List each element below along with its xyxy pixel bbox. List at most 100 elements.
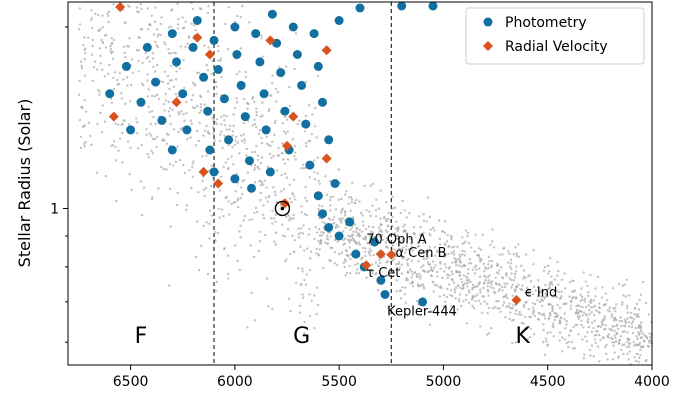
background-star-point: [444, 243, 447, 247]
background-star-point: [239, 224, 242, 227]
background-star-point: [286, 227, 290, 231]
background-star-point: [633, 356, 636, 359]
background-star-point: [268, 108, 271, 111]
background-star-point: [103, 34, 107, 37]
background-star-point: [109, 44, 112, 48]
y-axis-ticks: 1: [50, 26, 68, 343]
background-star-point: [638, 333, 641, 336]
background-star-point: [342, 261, 346, 264]
background-star-point: [639, 354, 642, 357]
background-star-point: [386, 259, 390, 263]
photometry-point: [309, 29, 319, 39]
background-star-point: [301, 293, 304, 296]
background-star-point: [551, 307, 554, 310]
background-star-point: [636, 313, 640, 316]
background-star-point: [517, 243, 520, 246]
background-star-point: [197, 139, 201, 142]
background-star-point: [84, 52, 87, 55]
background-star-point: [589, 306, 593, 309]
background-star-point: [258, 240, 262, 243]
background-star-point: [254, 206, 258, 210]
photometry-point: [380, 290, 390, 299]
background-star-point: [396, 234, 399, 237]
background-star-point: [419, 252, 422, 255]
background-star-point: [95, 171, 99, 174]
background-star-point: [475, 268, 478, 271]
background-star-point: [468, 291, 471, 294]
background-star-point: [357, 241, 360, 244]
background-star-point: [571, 279, 574, 282]
background-star-point: [305, 80, 308, 84]
background-star-point: [464, 240, 467, 243]
background-star-point: [536, 285, 540, 289]
background-star-point: [532, 333, 536, 336]
photometry-point: [172, 57, 181, 67]
background-star-point: [400, 263, 403, 266]
background-star-point: [557, 290, 561, 294]
background-star-point: [253, 319, 257, 322]
background-star-point: [626, 352, 629, 356]
photometry-point: [370, 237, 380, 247]
background-star-point: [164, 99, 168, 102]
region-label: F: [135, 324, 148, 349]
background-star-point: [501, 304, 505, 307]
background-star-point: [109, 97, 113, 101]
background-star-point: [615, 332, 618, 335]
background-star-point: [334, 238, 337, 241]
background-star-point: [234, 135, 238, 138]
background-star-point: [176, 95, 179, 99]
background-star-point: [593, 319, 597, 322]
background-star-point: [623, 283, 627, 286]
background-star-point: [148, 132, 151, 135]
background-star-point: [587, 325, 591, 329]
background-star-point: [205, 221, 208, 224]
background-star-point: [239, 236, 242, 239]
background-star-point: [533, 314, 537, 318]
background-star-point: [538, 300, 542, 303]
background-star-point: [425, 220, 428, 223]
background-star-point: [274, 119, 277, 123]
background-star-point: [443, 270, 446, 273]
background-star-point: [637, 324, 640, 328]
background-star-point: [369, 236, 372, 239]
background-star-point: [203, 103, 206, 106]
background-star-point: [87, 121, 91, 124]
background-star-point: [261, 55, 264, 58]
background-star-point: [438, 243, 442, 246]
background-star-point: [265, 186, 268, 189]
background-star-point: [84, 110, 88, 113]
background-star-point: [411, 281, 414, 284]
photometry-point: [142, 42, 152, 52]
background-star-point: [618, 338, 621, 342]
background-star-point: [552, 335, 555, 338]
background-star-point: [471, 304, 474, 308]
background-star-point: [396, 254, 399, 257]
background-star-point: [529, 280, 533, 283]
background-star-point: [623, 318, 627, 321]
background-star-point: [400, 256, 404, 259]
background-star-point: [451, 261, 454, 264]
background-star-point: [269, 94, 272, 97]
background-star-point: [356, 268, 359, 271]
background-star-point: [532, 309, 535, 312]
background-star-point: [456, 284, 460, 288]
photometry-point: [199, 72, 209, 82]
radial-velocity-point: [361, 260, 372, 271]
background-star-point: [176, 23, 180, 26]
background-star-point: [97, 13, 100, 17]
background-star-point: [504, 285, 507, 289]
background-star-point: [284, 235, 287, 238]
background-star-point: [256, 154, 260, 157]
background-star-point: [240, 186, 243, 189]
background-star-point: [190, 22, 193, 25]
background-star-point: [300, 167, 303, 170]
background-star-point: [512, 318, 515, 322]
background-star-point: [191, 175, 194, 178]
background-star-point: [593, 334, 596, 337]
background-star-point: [649, 339, 652, 342]
background-star-point: [495, 300, 498, 303]
background-star-point: [409, 282, 412, 285]
background-star-point: [331, 246, 334, 250]
background-star-point: [243, 97, 246, 101]
background-star-point: [82, 44, 85, 47]
